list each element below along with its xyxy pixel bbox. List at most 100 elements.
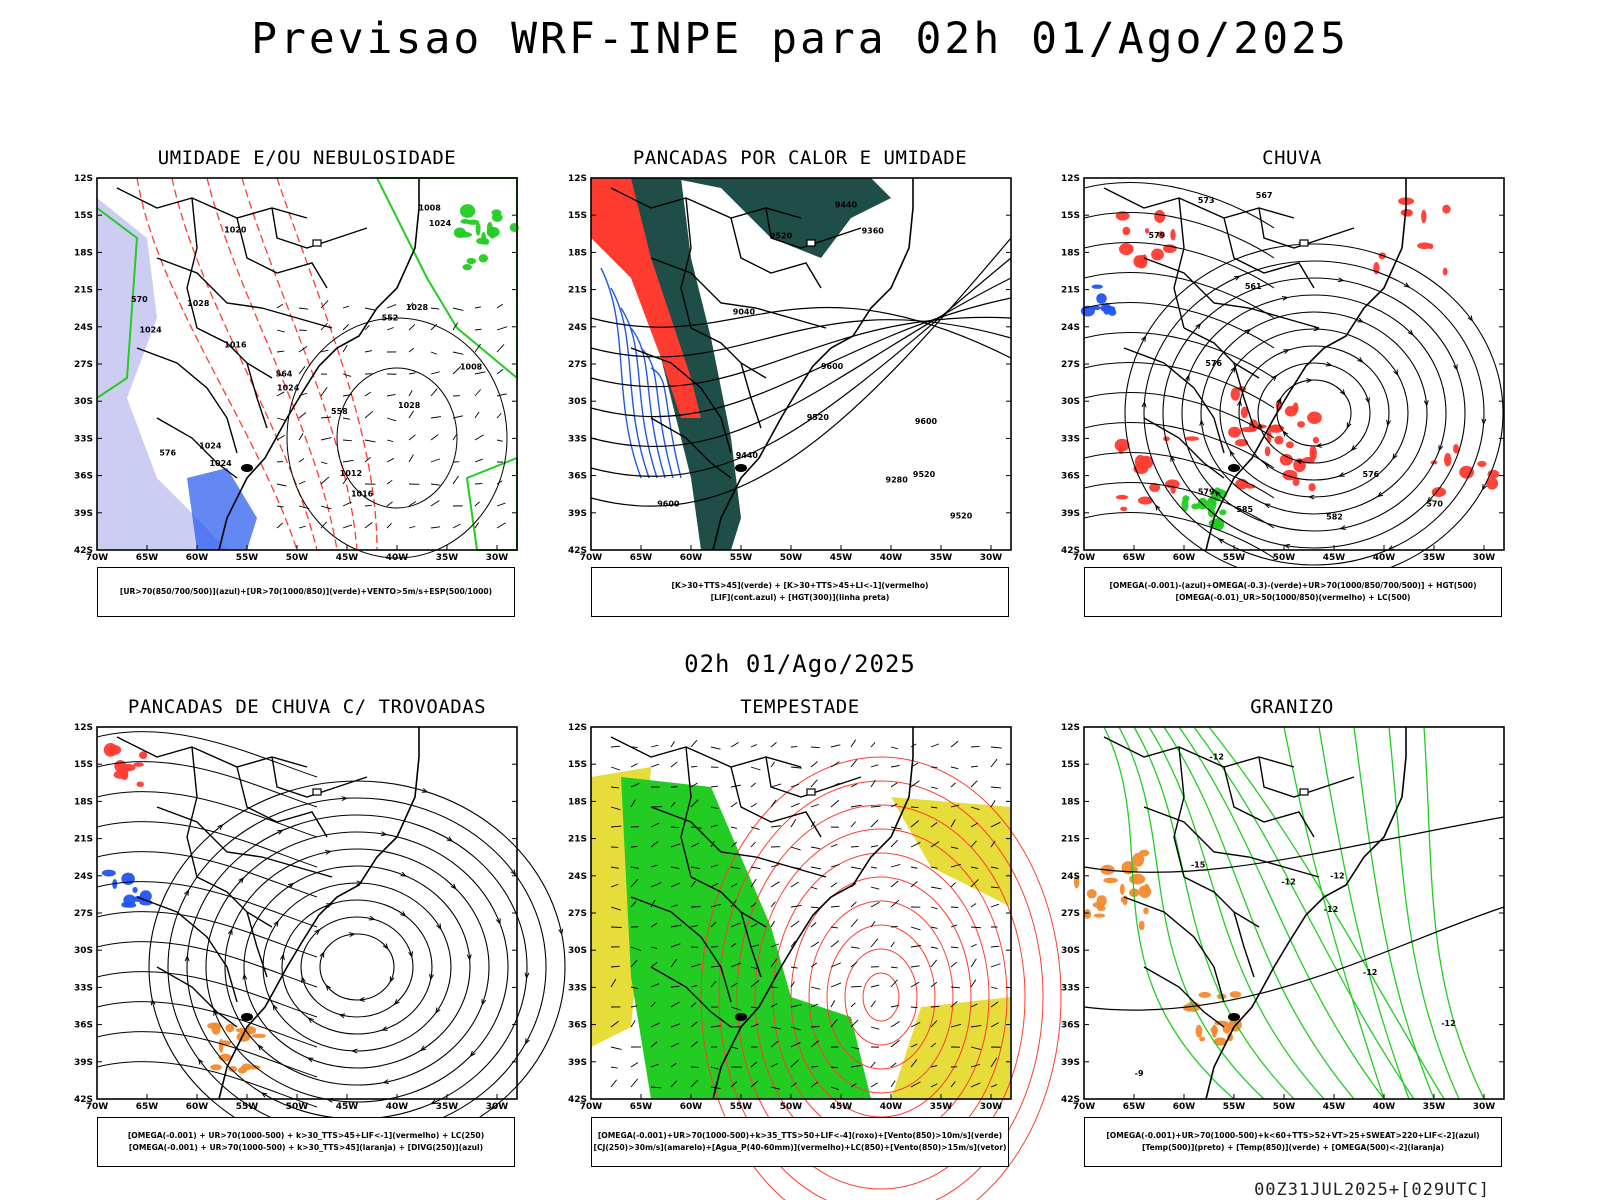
wind-vector — [930, 841, 940, 848]
streamline-arrow — [272, 1003, 278, 1011]
lat-tick-label: 42S — [568, 1095, 587, 1105]
streamline-arrow — [1392, 453, 1398, 460]
state-border — [680, 746, 692, 878]
wind-vector — [970, 1003, 978, 1008]
coastline — [218, 178, 420, 551]
hgt300-contour — [590, 319, 1012, 358]
wind-vector — [890, 863, 901, 868]
contour-label: 9600 — [657, 500, 680, 509]
lat-tick-label: 18S — [74, 248, 93, 258]
wind-vector — [610, 965, 620, 968]
rain-cell — [1170, 484, 1176, 494]
omega500-cell — [1093, 913, 1106, 918]
precipitable-water-contour — [844, 948, 918, 1046]
omega-blue-cell — [1100, 304, 1109, 312]
lon-tick-label: 70W — [86, 553, 109, 563]
wind-vector — [830, 744, 841, 748]
wind-vector — [970, 765, 979, 768]
wind-vector — [496, 393, 507, 397]
rain-cell — [1170, 229, 1176, 241]
streamline-arrow — [429, 973, 434, 981]
omega500-cell — [1132, 852, 1145, 867]
wind-vector — [408, 454, 414, 463]
wind-vector — [298, 525, 306, 529]
streamline — [243, 865, 471, 1069]
wind-vector — [910, 866, 918, 869]
rain-cell — [1266, 430, 1272, 443]
wind-vector — [670, 958, 678, 968]
wind-vector — [910, 945, 921, 948]
state-border — [1233, 362, 1255, 429]
rain-cell — [1442, 204, 1451, 214]
wind-vector — [770, 742, 777, 748]
rain-cell — [1149, 482, 1161, 493]
wind-vector — [750, 782, 756, 788]
wind-vector — [750, 1080, 759, 1088]
wind-vector — [910, 841, 921, 848]
lon-tick-label: 45W — [830, 1102, 853, 1112]
streamline-arrow — [1350, 445, 1357, 452]
streamline-arrow — [382, 943, 389, 950]
wind-vector — [690, 880, 696, 888]
wind-vector — [830, 761, 840, 768]
storm-cell-orange — [225, 1023, 235, 1033]
wind-vector — [770, 1040, 779, 1048]
rain-cell — [1122, 226, 1131, 236]
state-border — [116, 187, 308, 219]
streamline — [96, 1031, 318, 1078]
wind-vector — [474, 483, 483, 485]
wind-vector — [870, 901, 880, 908]
contour-label: 9440 — [736, 451, 759, 460]
wind-vector — [790, 1004, 802, 1008]
wind-vector — [790, 1026, 801, 1031]
contour-label: 579 — [1148, 231, 1165, 240]
wind-vector — [750, 944, 760, 948]
wind-vector — [474, 306, 482, 309]
state-border — [136, 896, 238, 1003]
wind-vector — [276, 434, 286, 441]
omega-blue-cell — [1108, 308, 1117, 316]
rain-cell — [1452, 444, 1460, 454]
wind-vector — [930, 806, 938, 809]
rain-cell — [1144, 228, 1150, 234]
pressure-contour — [336, 367, 458, 509]
wind-vector — [430, 526, 441, 529]
omega-green-cell — [1219, 509, 1227, 516]
wind-vector — [990, 1022, 999, 1028]
wind-vector — [474, 522, 480, 529]
wind-vector — [810, 846, 821, 850]
wind-vector — [342, 501, 352, 507]
wind-vector — [850, 866, 862, 870]
state-border — [1173, 197, 1185, 329]
humidity-low-cell — [478, 254, 489, 263]
contour-label: 9600 — [821, 362, 844, 371]
omega500-cell — [1195, 1024, 1203, 1038]
wind-vector — [670, 924, 682, 928]
caption-granizo: [OMEGA(-0.001)+UR>70(1000-500)+k<60+TTS>… — [1084, 1117, 1502, 1167]
lat-tick-label: 36S — [74, 472, 93, 482]
lon-tick-label: 65W — [1123, 553, 1146, 563]
wind-vector — [730, 922, 741, 928]
wind-vector — [770, 825, 781, 828]
state-border — [630, 347, 732, 454]
rain-cell — [1431, 487, 1447, 497]
streamline-arrow — [1214, 490, 1221, 497]
lon-tick-label: 55W — [236, 553, 259, 563]
lat-tick-label: 36S — [568, 472, 587, 482]
wind-vector — [610, 1066, 618, 1069]
wind-vector — [298, 480, 306, 485]
wind-vector — [610, 883, 619, 888]
lat-tick-label: 24S — [568, 872, 587, 882]
streamline — [96, 761, 318, 808]
wind-vector — [650, 961, 658, 968]
lon-tick-label: 55W — [1223, 553, 1246, 563]
wind-vector — [750, 1061, 757, 1068]
contour-label: 9280 — [886, 475, 909, 484]
wind-vector — [830, 1066, 838, 1069]
streamline-arrow — [1199, 419, 1205, 426]
state-border — [690, 876, 767, 928]
streamline-arrow — [1423, 400, 1429, 407]
wind-vector — [790, 819, 797, 828]
streamline — [1083, 242, 1275, 289]
wind-vector — [970, 943, 977, 948]
